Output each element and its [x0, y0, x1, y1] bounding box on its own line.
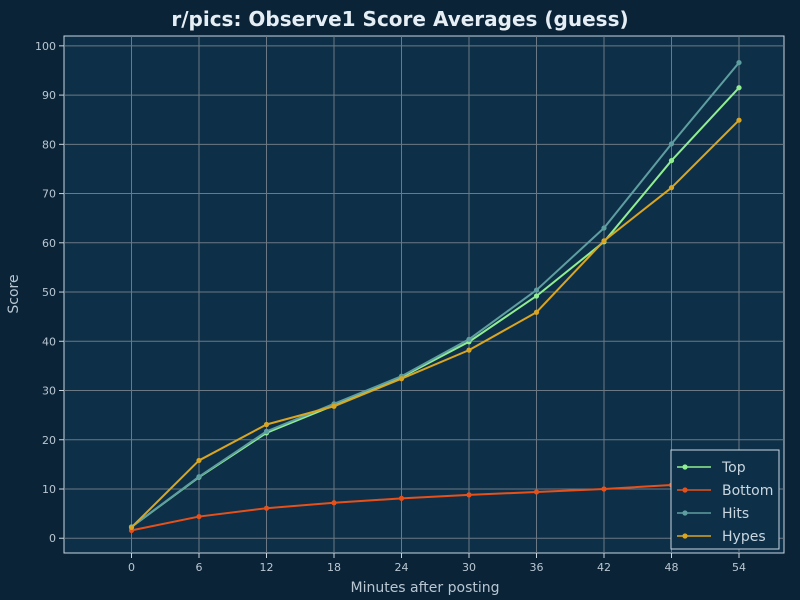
x-tick-label: 12 [260, 561, 274, 574]
data-point-bottom [196, 513, 202, 520]
data-point-hypes [601, 238, 607, 244]
legend-marker-top [682, 464, 688, 470]
plot-area [63, 35, 785, 554]
y-tick-label: 80 [42, 138, 56, 151]
x-tick-label: 0 [128, 561, 135, 574]
series-line-hypes [130, 119, 740, 529]
data-point-bottom [263, 505, 270, 511]
y-tick-label: 10 [42, 483, 56, 496]
x-tick-label: 42 [597, 561, 611, 574]
data-point-bottom [533, 489, 540, 495]
y-tick-label: 100 [35, 40, 56, 53]
data-point-hypes [128, 524, 135, 530]
y-tick-label: 90 [42, 89, 56, 102]
legend-label-bottom: Bottom [722, 483, 773, 499]
legend-marker-hypes [682, 533, 688, 539]
y-tick-label: 40 [42, 335, 56, 348]
data-point-hypes [736, 117, 742, 123]
y-tick-label: 30 [42, 385, 56, 398]
data-point-hypes [196, 457, 202, 464]
x-tick-label: 24 [395, 561, 409, 574]
data-point-bottom [466, 492, 472, 498]
data-point-hits [196, 474, 202, 480]
legend-marker-hits [682, 510, 688, 516]
data-point-top [533, 293, 540, 299]
legend-marker-bottom [682, 487, 688, 493]
y-tick-label: 20 [42, 434, 56, 447]
data-point-hits [263, 428, 270, 434]
legend: Top Bottom Hits Hypes [670, 449, 780, 550]
data-point-bottom [331, 500, 337, 506]
data-point-bottom [398, 495, 405, 501]
x-tick-label: 18 [327, 561, 341, 574]
y-tick-label: 70 [42, 188, 56, 201]
legend-label-top: Top [721, 460, 746, 476]
x-tick-label: 6 [196, 561, 203, 574]
data-point-hits [533, 287, 540, 293]
x-tick-label: 36 [530, 561, 544, 574]
y-tick-label: 50 [42, 286, 56, 299]
data-point-bottom [601, 486, 607, 492]
series-line-bottom [131, 480, 740, 532]
x-tick-label: 30 [462, 561, 476, 574]
data-point-hits [601, 225, 607, 231]
data-point-hypes [331, 403, 337, 409]
chart-title: r/pics: Observe1 Score Averages (guess) [171, 7, 628, 31]
legend-label-hits: Hits [722, 506, 749, 522]
series-line-hits [130, 61, 740, 528]
data-point-hits [668, 141, 675, 147]
data-point-hypes [533, 309, 540, 315]
y-tick-label: 0 [49, 532, 56, 545]
series-group [128, 59, 742, 533]
legend-label-hypes: Hypes [722, 529, 766, 545]
x-axis-label: Minutes after posting [350, 580, 499, 596]
x-tick-label: 48 [665, 561, 679, 574]
data-point-hypes [398, 376, 405, 382]
data-point-hits [736, 59, 742, 66]
y-tick-label: 60 [42, 237, 56, 250]
tick-labels: 0 6 12 18 24 30 36 42 48 54 0 10 20 30 40 50 60 70 80 90 100 [35, 40, 746, 574]
data-point-hypes [263, 421, 270, 428]
data-point-hypes [668, 185, 675, 191]
data-point-top [736, 85, 742, 91]
y-axis-label: Score [6, 274, 22, 313]
data-point-top [668, 157, 675, 164]
grid [59, 36, 784, 558]
data-point-hits [466, 336, 472, 342]
x-tick-label: 54 [732, 561, 746, 574]
data-point-hypes [466, 347, 472, 353]
